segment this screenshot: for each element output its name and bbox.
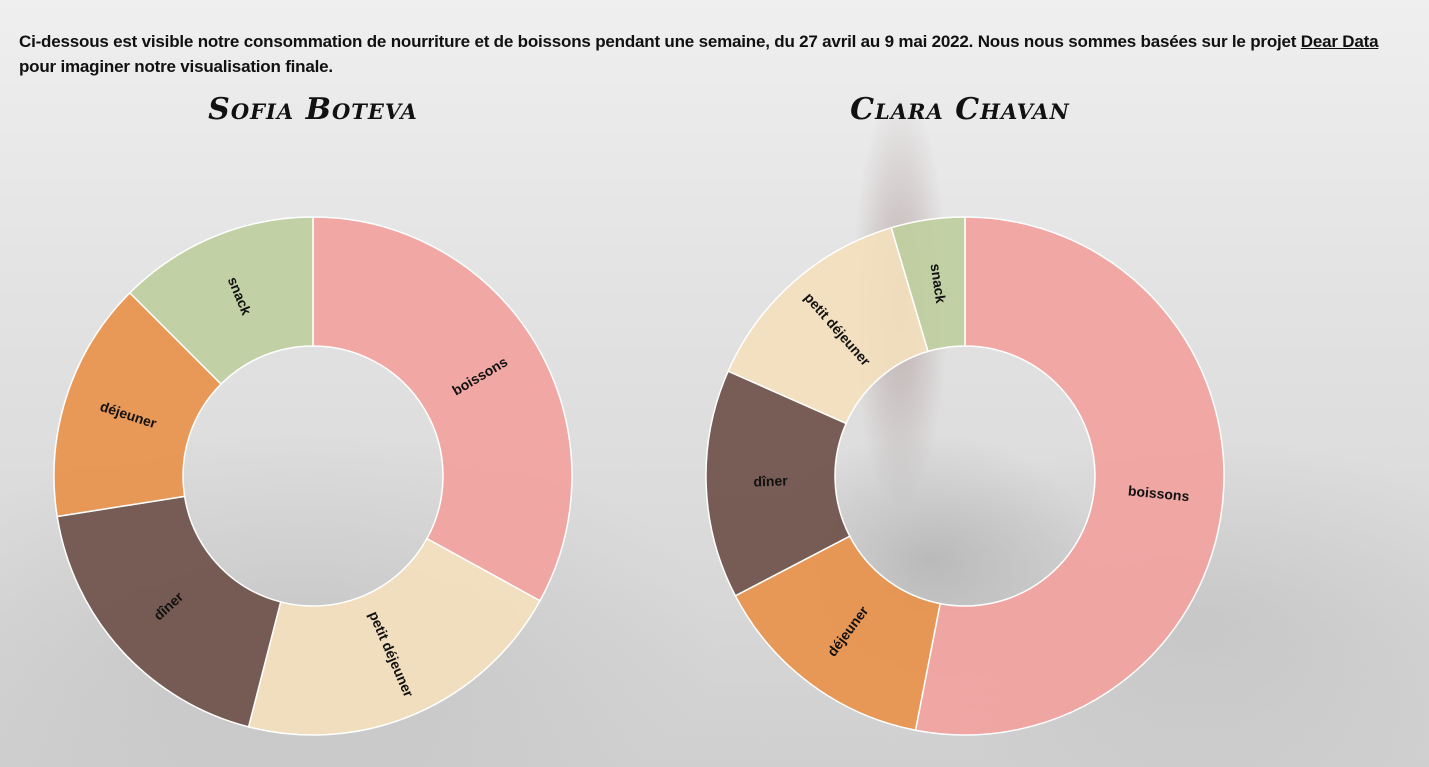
slice-label-snack: snack bbox=[928, 263, 950, 305]
slice-snack[interactable] bbox=[128, 216, 314, 386]
intro-text-end: pour imaginer notre visualisation finale… bbox=[19, 57, 333, 76]
slice-boissons[interactable] bbox=[914, 216, 1225, 736]
intro-text-start: Ci-dessous est visible notre consommatio… bbox=[19, 32, 1301, 51]
chart-title-sofia: Sofia Boteva bbox=[208, 92, 418, 127]
intro-text: Ci-dessous est visible notre consommatio… bbox=[19, 29, 1419, 79]
slice-dejeuner[interactable] bbox=[53, 291, 223, 518]
chart-title-clara: Clara Chavan bbox=[850, 92, 1070, 127]
slice-dejeuner[interactable] bbox=[734, 535, 942, 732]
slice-label-boissons: boissons bbox=[1127, 482, 1190, 504]
slice-snack[interactable] bbox=[890, 216, 966, 353]
slice-label-diner: dîner bbox=[753, 472, 788, 489]
slice-boissons[interactable] bbox=[312, 216, 573, 602]
dear-data-link[interactable]: Dear Data bbox=[1300, 32, 1379, 51]
slice-petit-dejeuner[interactable] bbox=[247, 537, 541, 736]
slice-diner[interactable] bbox=[56, 495, 282, 728]
slice-petit-dejeuner[interactable] bbox=[727, 226, 929, 425]
slice-diner[interactable] bbox=[705, 370, 851, 597]
